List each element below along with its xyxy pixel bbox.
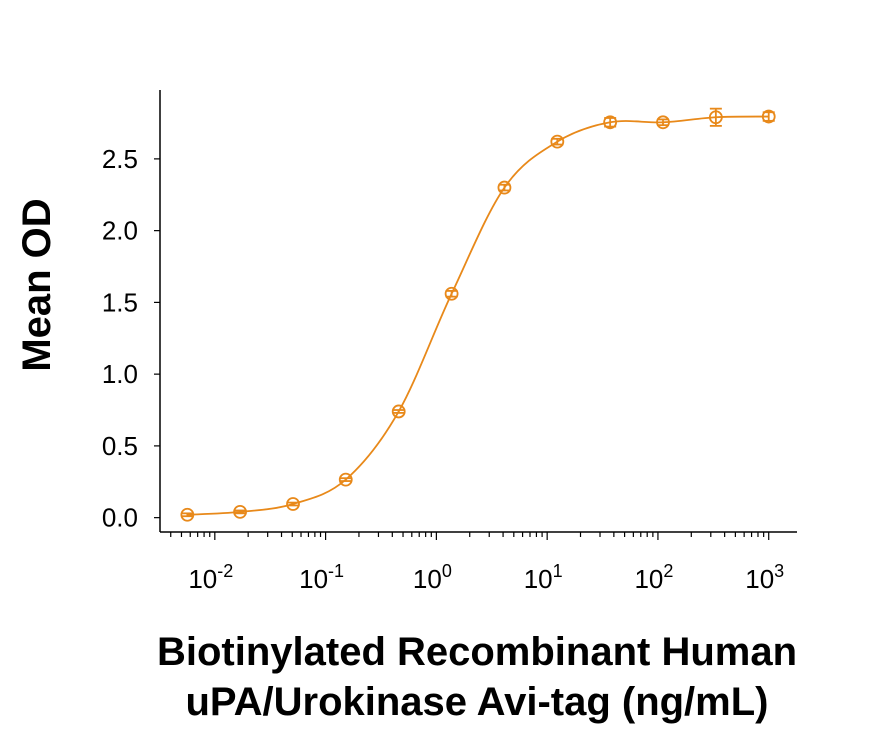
marker-circle xyxy=(550,134,565,149)
data-point xyxy=(444,286,459,301)
fit-curve xyxy=(187,115,769,516)
y-tick-label: 1.5 xyxy=(102,287,138,317)
x-tick-label: 103 xyxy=(745,561,784,594)
x-tick-label: 10-1 xyxy=(299,561,344,594)
axes: 0.0 0.5 1.0 1.5 2.0 2.5 10-2 10-1 100 101 102 103 xyxy=(102,90,797,594)
x-axis-label-line2: uPA/Urokinase Avi-tag (ng/mL) xyxy=(185,680,768,724)
y-tick-label: 2.0 xyxy=(102,216,138,246)
data-point xyxy=(180,507,195,522)
data-point xyxy=(497,180,512,195)
data-point xyxy=(391,404,406,419)
fit-curve-group xyxy=(187,115,769,516)
marker-circle xyxy=(180,507,195,522)
data-point xyxy=(286,497,300,511)
marker-circle xyxy=(656,115,670,130)
data-point xyxy=(761,109,776,124)
marker-circle xyxy=(761,109,776,124)
marker-circle xyxy=(497,180,512,195)
marker-circle xyxy=(391,404,406,419)
x-tick-label: 100 xyxy=(413,561,452,594)
data-point xyxy=(708,107,723,127)
x-tick-label: 10-2 xyxy=(188,561,233,594)
data-point xyxy=(656,115,670,130)
y-tick-label: 0.0 xyxy=(102,503,138,533)
y-tick-label: 1.0 xyxy=(102,359,138,389)
x-tick-label: 102 xyxy=(634,561,673,594)
x-tick-label: 101 xyxy=(524,561,563,594)
y-tick-label: 2.5 xyxy=(102,144,138,174)
data-point xyxy=(233,505,247,519)
marker-circle xyxy=(708,110,723,125)
marker-circle xyxy=(603,115,618,130)
y-axis-label: Mean OD xyxy=(15,198,59,371)
data-points xyxy=(180,107,776,522)
data-point xyxy=(338,472,353,487)
data-point xyxy=(603,115,618,130)
marker-circle xyxy=(286,497,300,511)
y-tick-label: 0.5 xyxy=(102,431,138,461)
marker-circle xyxy=(338,472,353,487)
data-point xyxy=(550,134,565,149)
x-axis-label-line1: Biotinylated Recombinant Human xyxy=(157,630,797,674)
marker-circle xyxy=(444,286,459,301)
marker-circle xyxy=(233,505,247,519)
